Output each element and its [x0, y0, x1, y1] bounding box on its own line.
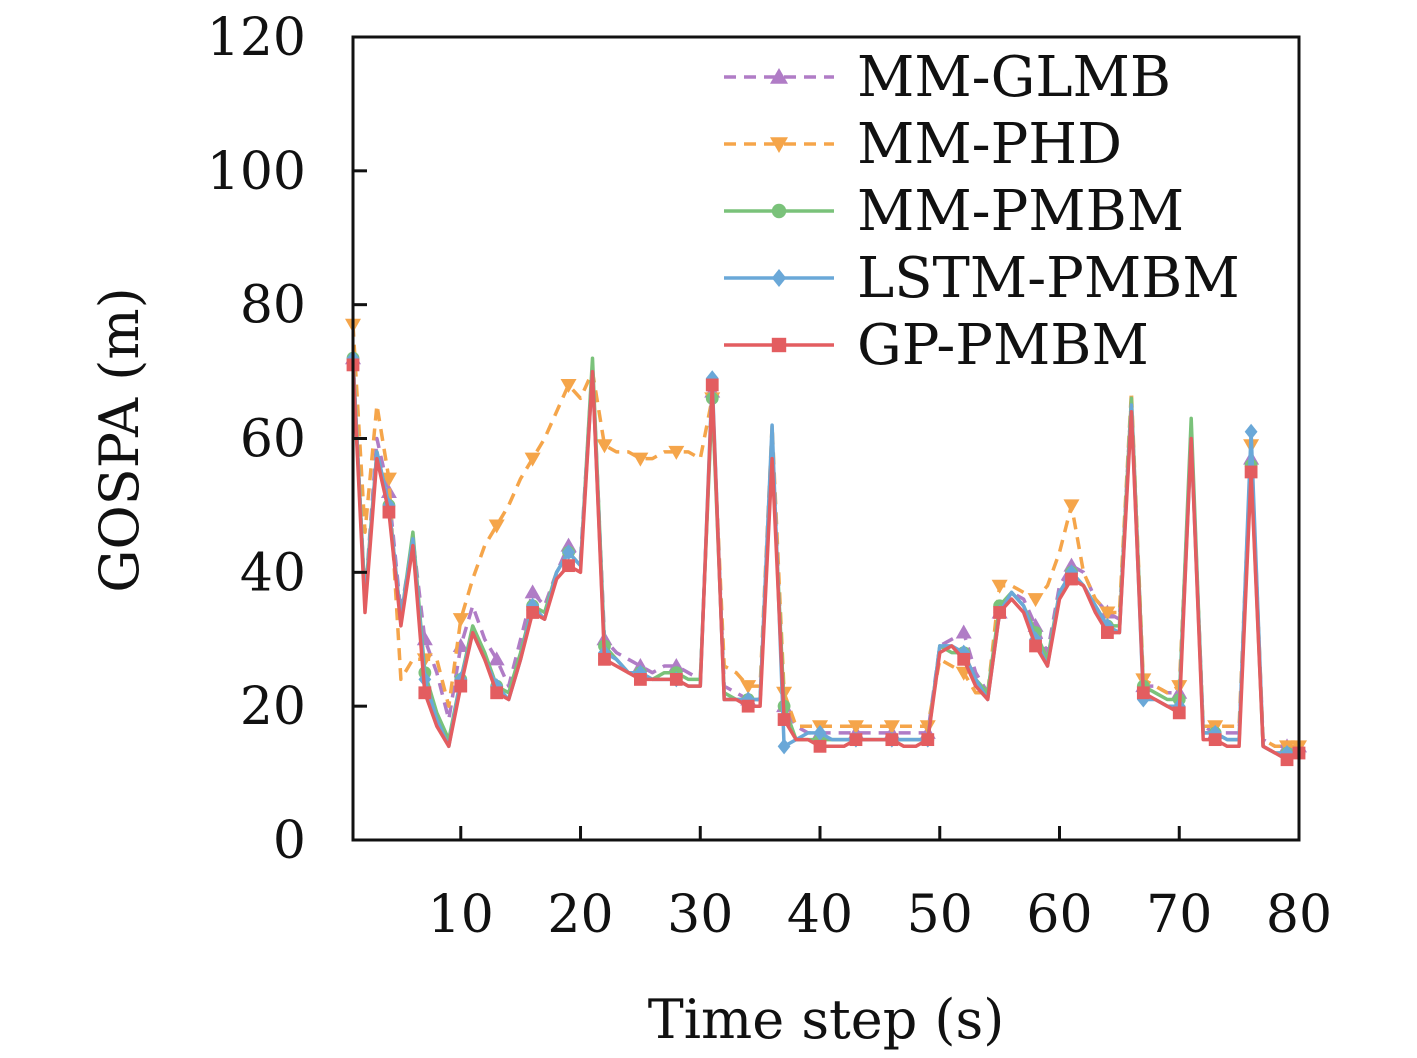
- data-point-gp-pmbm: [885, 733, 899, 747]
- legend-label: GP-PMBM: [857, 313, 1149, 378]
- series-line-gp-pmbm: [351, 364, 1300, 762]
- data-point-gp-pmbm: [562, 559, 575, 573]
- data-point-gp-pmbm: [705, 378, 719, 392]
- y-tick-label: 20: [240, 677, 306, 737]
- y-tick-label: 80: [240, 276, 306, 336]
- data-point-gp-pmbm: [1208, 733, 1222, 747]
- data-point-gp-pmbm: [669, 673, 683, 686]
- data-point-gp-pmbm: [1280, 753, 1294, 767]
- data-point-gp-pmbm: [382, 505, 396, 519]
- legend-label: MM-PHD: [857, 112, 1122, 177]
- data-point-gp-pmbm: [993, 606, 1007, 619]
- x-tick-label: 50: [907, 885, 973, 945]
- legend-item-mm-pmbm: MM-PMBM: [724, 179, 1184, 244]
- legend-marker: [770, 68, 788, 84]
- axis-ticks: 10 20 30 40 50 60 70 80 0 20 40 60 80 100 120: [207, 8, 1332, 945]
- data-point-mm-glmb: [488, 651, 505, 666]
- data-point-mm-phd: [883, 720, 900, 735]
- y-tick-label: 60: [240, 410, 306, 470]
- data-point-mm-phd: [1027, 593, 1044, 608]
- data-point-gp-pmbm: [813, 739, 827, 753]
- data-point-gp-pmbm: [1101, 626, 1114, 639]
- x-tick-label: 80: [1266, 885, 1332, 945]
- y-tick-label: 120: [207, 8, 306, 68]
- data-point-gp-pmbm: [598, 652, 611, 666]
- data-point-gp-pmbm: [957, 652, 971, 666]
- series-gp-pmbm: [346, 358, 1306, 767]
- x-tick-label: 60: [1026, 885, 1092, 945]
- data-point-gp-pmbm: [1029, 639, 1042, 653]
- legend-label: MM-GLMB: [857, 45, 1171, 110]
- legend-item-lstm-pmbm: LSTM-PMBM: [724, 246, 1240, 311]
- y-axis-title: GOSPA (m): [88, 287, 151, 592]
- series-lstm-pmbm: [346, 350, 1306, 762]
- x-tick-label: 70: [1146, 885, 1212, 945]
- data-point-mm-phd: [452, 613, 469, 628]
- data-point-mm-phd: [1099, 606, 1116, 621]
- data-point-gp-pmbm: [1065, 572, 1078, 586]
- data-point-mm-glmb: [955, 624, 972, 639]
- legend-item-mm-phd: MM-PHD: [724, 112, 1122, 177]
- x-tick-label: 20: [547, 885, 613, 945]
- legend-item-mm-glmb: MM-GLMB: [724, 45, 1171, 110]
- data-point-lstm-pmbm: [562, 544, 575, 561]
- plot-frame: [351, 35, 1301, 842]
- legend-marker: [770, 137, 788, 153]
- data-point-gp-pmbm: [1244, 465, 1258, 479]
- legend-item-gp-pmbm: GP-PMBM: [724, 313, 1149, 378]
- legend-label: MM-PMBM: [857, 179, 1184, 244]
- legend-label: LSTM-PMBM: [857, 246, 1240, 311]
- data-point-gp-pmbm: [849, 733, 863, 747]
- y-tick-label: 100: [207, 142, 306, 202]
- data-point-gp-pmbm: [1136, 686, 1150, 700]
- series-line-mm-phd: [351, 324, 1299, 749]
- data-point-mm-phd: [596, 439, 613, 454]
- x-tick-label: 30: [667, 885, 733, 945]
- legend-marker: [771, 203, 787, 219]
- data-point-gp-pmbm: [777, 713, 791, 726]
- data-point-mm-glmb: [524, 584, 541, 599]
- data-point-gp-pmbm: [921, 733, 935, 747]
- data-point-gp-pmbm: [418, 686, 432, 700]
- data-point-gp-pmbm: [490, 686, 504, 700]
- y-tick-label: 0: [273, 811, 306, 871]
- data-point-lstm-pmbm: [1244, 423, 1258, 440]
- data-point-mm-phd: [740, 680, 757, 695]
- series-layer: [345, 318, 1307, 767]
- data-point-mm-phd: [560, 378, 577, 393]
- x-axis-title: Time step (s): [648, 988, 1005, 1051]
- data-point-mm-phd: [488, 519, 505, 534]
- data-point-mm-phd: [632, 452, 649, 467]
- legend-marker: [771, 337, 787, 353]
- data-point-mm-phd: [847, 720, 864, 735]
- data-point-mm-phd: [380, 472, 397, 487]
- x-tick-label: 40: [787, 885, 853, 945]
- data-point-lstm-pmbm: [813, 724, 827, 741]
- data-point-gp-pmbm: [454, 679, 468, 693]
- data-point-mm-phd: [1063, 499, 1080, 514]
- data-point-mm-phd: [991, 579, 1008, 594]
- data-point-gp-pmbm: [633, 673, 647, 686]
- data-point-gp-pmbm: [741, 699, 755, 713]
- data-point-mm-phd: [668, 445, 685, 460]
- y-tick-label: 40: [240, 543, 306, 603]
- x-tick-label: 10: [428, 885, 494, 945]
- data-point-gp-pmbm: [526, 606, 540, 619]
- data-point-gp-pmbm: [1172, 706, 1186, 720]
- series-mm-phd: [345, 318, 1307, 755]
- legend-marker: [771, 269, 787, 287]
- data-point-mm-phd: [524, 452, 541, 467]
- data-point-lstm-pmbm: [777, 738, 791, 755]
